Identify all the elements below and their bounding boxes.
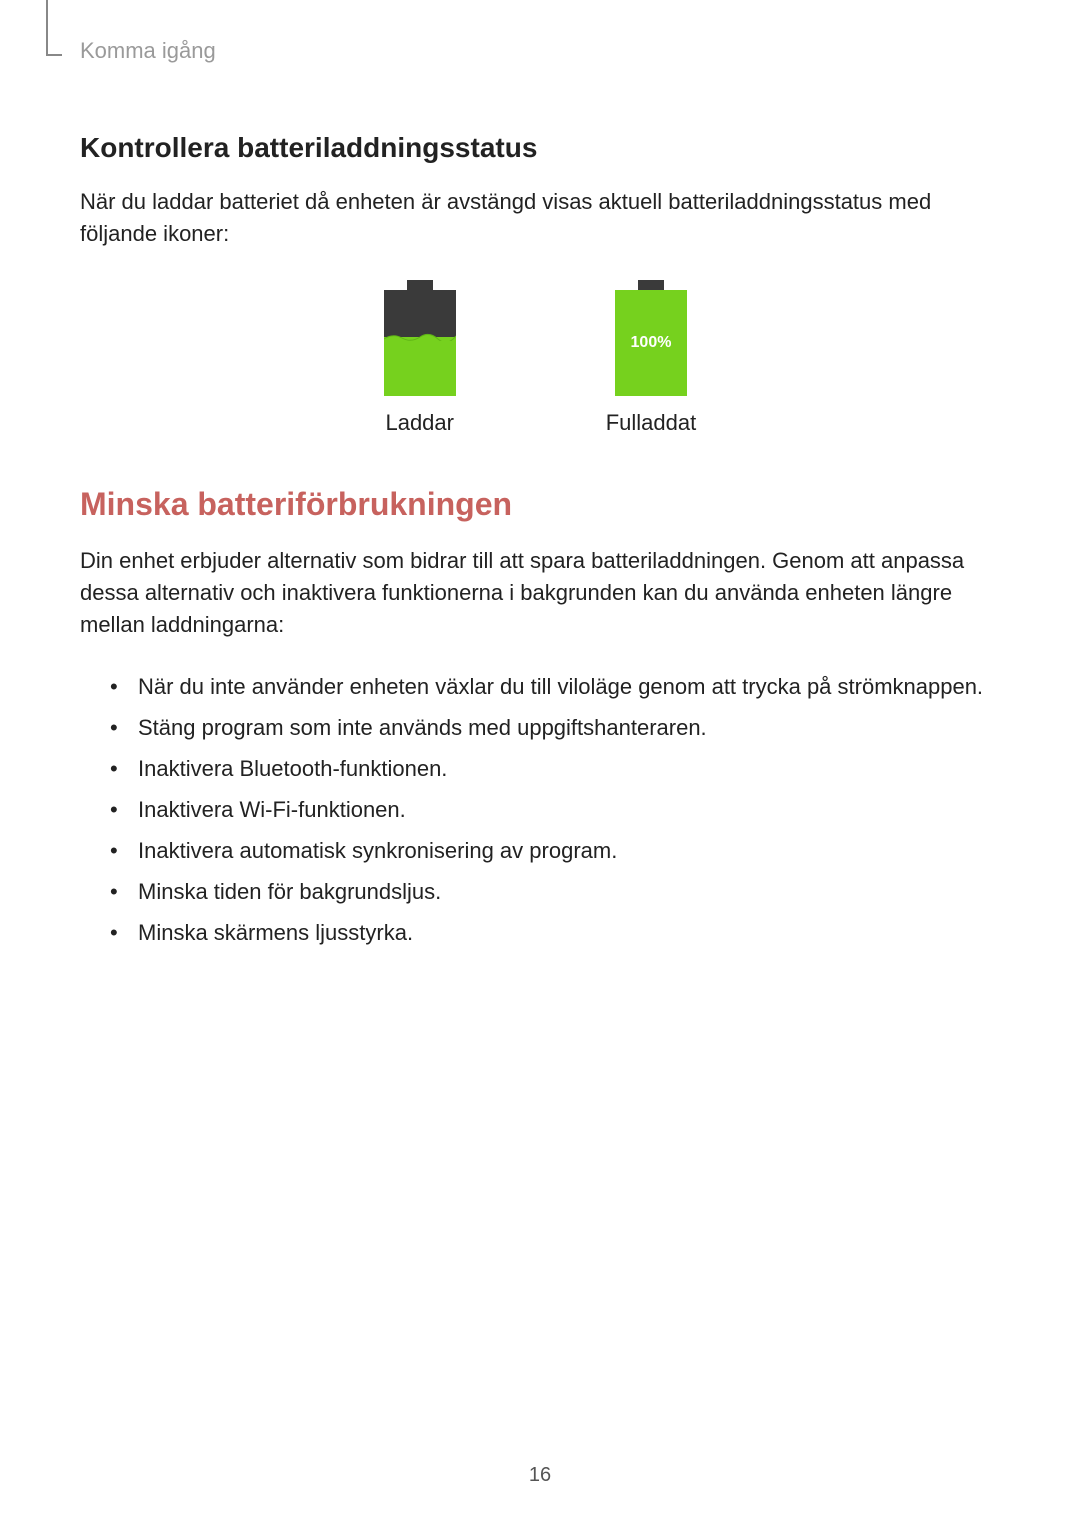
battery-charging-icon (384, 280, 456, 396)
battery-charging-col: Laddar (384, 280, 456, 436)
battery-full-label: Fulladdat (606, 410, 697, 436)
list-item: Inaktivera Bluetooth-funktionen. (110, 752, 1000, 785)
breadcrumb: Komma igång (80, 38, 1000, 64)
section-body-reduce: Din enhet erbjuder alternativ som bidrar… (80, 545, 1000, 641)
battery-icons-row: Laddar 100% Fulladdat (80, 280, 1000, 436)
list-item: Stäng program som inte används med uppgi… (110, 711, 1000, 744)
battery-full-icon: 100% (615, 280, 687, 396)
list-item: Inaktivera Wi-Fi-funktionen. (110, 793, 1000, 826)
battery-charging-fill (384, 337, 456, 395)
list-item: Minska skärmens ljusstyrka. (110, 916, 1000, 949)
battery-full-percent-text: 100% (631, 334, 672, 352)
bullet-list: När du inte använder enheten växlar du t… (110, 670, 1000, 949)
section-heading-reduce: Minska batteriförbrukningen (80, 486, 1000, 523)
battery-full-col: 100% Fulladdat (606, 280, 697, 436)
list-item: Inaktivera automatisk synkronisering av … (110, 834, 1000, 867)
list-item: Minska tiden för bakgrundsljus. (110, 875, 1000, 908)
battery-charging-label: Laddar (385, 410, 454, 436)
battery-wave-icon (384, 333, 456, 341)
page-number: 16 (529, 1464, 551, 1487)
list-item: När du inte använder enheten växlar du t… (110, 670, 1000, 703)
document-page: Komma igång Kontrollera batteriladdnings… (0, 0, 1080, 1527)
section-body-status: När du laddar batteriet då enheten är av… (80, 186, 1000, 250)
crop-mark-icon (46, 0, 48, 56)
section-heading-status: Kontrollera batteriladdningsstatus (80, 132, 1000, 164)
